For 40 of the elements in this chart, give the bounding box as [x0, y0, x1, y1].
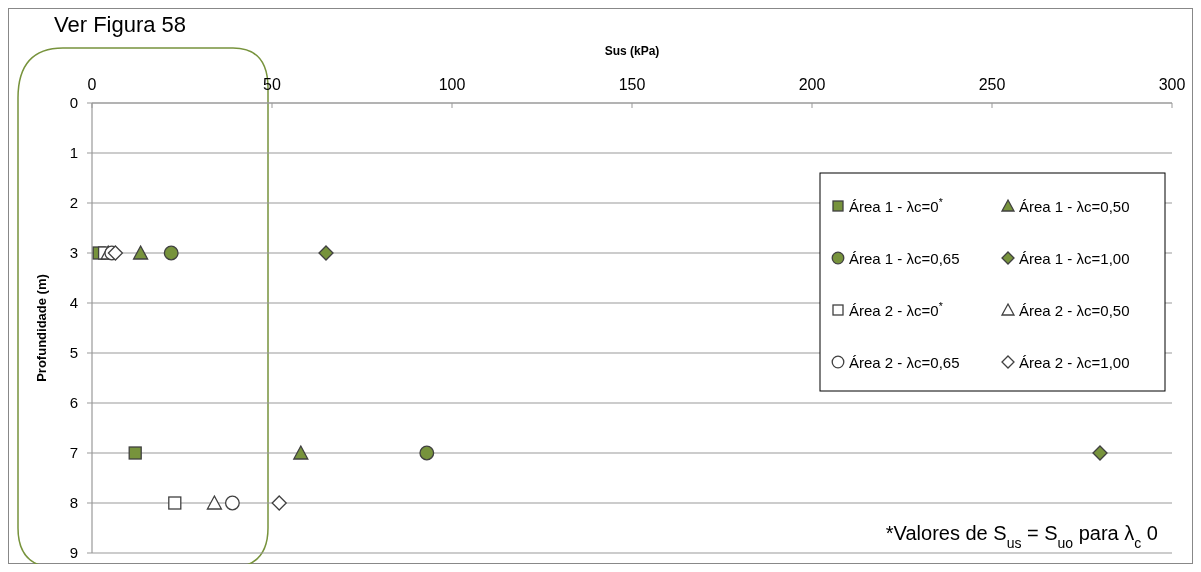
y-tick-label: 2 — [69, 194, 78, 211]
y-tick-label: 4 — [69, 294, 78, 311]
y-tick-label: 5 — [69, 344, 78, 361]
y-tick-label: 9 — [69, 544, 78, 561]
y-tick-label: 8 — [69, 494, 78, 511]
legend-label: Área 2 - λc=0,65 — [849, 354, 960, 371]
point — [163, 245, 179, 261]
x-tick-label: 200 — [798, 76, 826, 93]
legend-label: Área 2 - λc=0$^{*}$ — [849, 300, 943, 319]
legend-label: Área 1 - λc=0$^{*}$ — [849, 196, 943, 215]
legend-label: Área 2 - λc=1,00 — [1019, 354, 1130, 371]
x-tick-label: 250 — [978, 76, 1006, 93]
legend-label: Área 1 - λc=1,00 — [1019, 250, 1130, 267]
text: Ver Figura 58 — [54, 12, 187, 37]
x-tick-label: 100 — [438, 76, 466, 93]
x-tick-label: 150 — [618, 76, 646, 93]
y-tick-label: 6 — [69, 394, 78, 411]
legend-label: Área 2 - λc=0,50 — [1019, 302, 1130, 319]
point — [128, 446, 142, 460]
point — [318, 245, 334, 261]
point — [168, 496, 182, 510]
point — [1092, 445, 1108, 461]
point — [419, 445, 435, 461]
y-tick-label: 0 — [69, 94, 78, 111]
legend-label: Área 1 - λc=0,65 — [849, 250, 960, 267]
y-tick-label: 1 — [69, 144, 78, 161]
point — [206, 495, 223, 510]
x-axis-title: Sus (kPa) — [604, 44, 660, 58]
x-tick-label: 0 — [87, 76, 97, 93]
point — [107, 245, 124, 261]
annotation: *Valores de S$_{us}$ = S$_{uo}$ para λ$_{c}$ 0 — [885, 522, 1158, 551]
y-axis-title: Profundidade (m) — [34, 274, 49, 382]
point — [132, 245, 149, 260]
legend-label: Área 1 - λc=0,50 — [1019, 198, 1130, 215]
point — [293, 445, 309, 460]
y-tick-label: 3 — [69, 244, 78, 261]
point — [224, 495, 240, 511]
point — [271, 495, 287, 511]
y-tick-label: 7 — [69, 444, 78, 461]
x-tick-label: 300 — [1158, 76, 1186, 93]
